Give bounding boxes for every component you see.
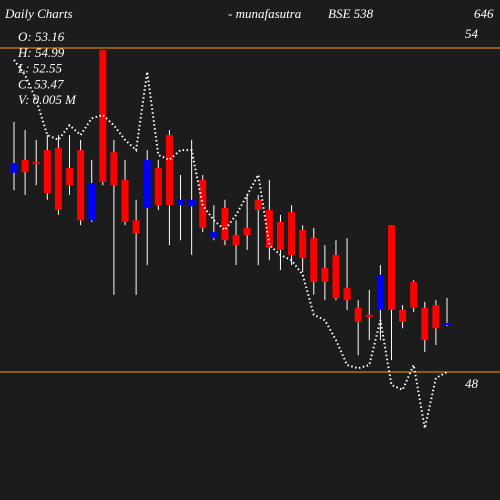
candle-body bbox=[199, 179, 207, 228]
overlay-line bbox=[13, 59, 448, 429]
y-tick-label: 48 bbox=[465, 376, 479, 391]
candle-body bbox=[165, 134, 173, 206]
ohlc-info: V: 0.005 M bbox=[18, 92, 77, 107]
candle-body bbox=[88, 183, 96, 221]
candle-body bbox=[299, 230, 307, 259]
ohlc-info: C: 53.47 bbox=[18, 76, 64, 91]
candle-body bbox=[132, 220, 140, 234]
candle-body bbox=[265, 210, 273, 248]
chart-subtitle: - munafasutra bbox=[228, 6, 302, 21]
candle-body bbox=[276, 221, 284, 250]
ohlc-info: L: 52.55 bbox=[17, 61, 63, 76]
candle-body bbox=[387, 225, 395, 310]
candle-body bbox=[343, 287, 351, 301]
candle-body bbox=[410, 281, 418, 308]
candle-body bbox=[43, 150, 51, 194]
candle-body bbox=[21, 159, 29, 173]
candle-body bbox=[399, 309, 407, 322]
candle-body bbox=[443, 322, 451, 326]
candle-body bbox=[376, 274, 384, 310]
candle-body bbox=[121, 179, 129, 222]
candle-body bbox=[177, 199, 185, 206]
candle-body bbox=[54, 147, 62, 211]
candle-body bbox=[188, 199, 196, 207]
candle-body bbox=[365, 314, 373, 317]
y-tick-label: 54 bbox=[465, 26, 479, 41]
candle-body bbox=[32, 161, 40, 165]
candle-body bbox=[221, 207, 229, 241]
code: 646 bbox=[474, 6, 494, 21]
candle-body bbox=[243, 227, 251, 235]
candle-body bbox=[232, 234, 240, 246]
ohlc-info: H: 54.99 bbox=[17, 45, 65, 60]
candle-body bbox=[288, 212, 296, 255]
candle-body bbox=[310, 238, 318, 282]
candle-body bbox=[332, 254, 340, 299]
candle-body bbox=[10, 163, 18, 173]
candle-body bbox=[354, 307, 362, 322]
symbol: BSE 538 bbox=[328, 6, 374, 21]
candle-body bbox=[77, 150, 85, 221]
candle-body bbox=[210, 232, 218, 239]
candle-body bbox=[321, 267, 329, 282]
ohlc-info: O: 53.16 bbox=[18, 29, 65, 44]
candle-body bbox=[254, 199, 262, 211]
candle-body bbox=[432, 305, 440, 329]
chart-title: Daily Charts bbox=[4, 6, 73, 21]
candle-body bbox=[110, 152, 118, 186]
candle-body bbox=[66, 167, 74, 186]
candle-body bbox=[421, 307, 429, 341]
candle-body bbox=[143, 159, 151, 208]
candle-body bbox=[154, 167, 162, 206]
